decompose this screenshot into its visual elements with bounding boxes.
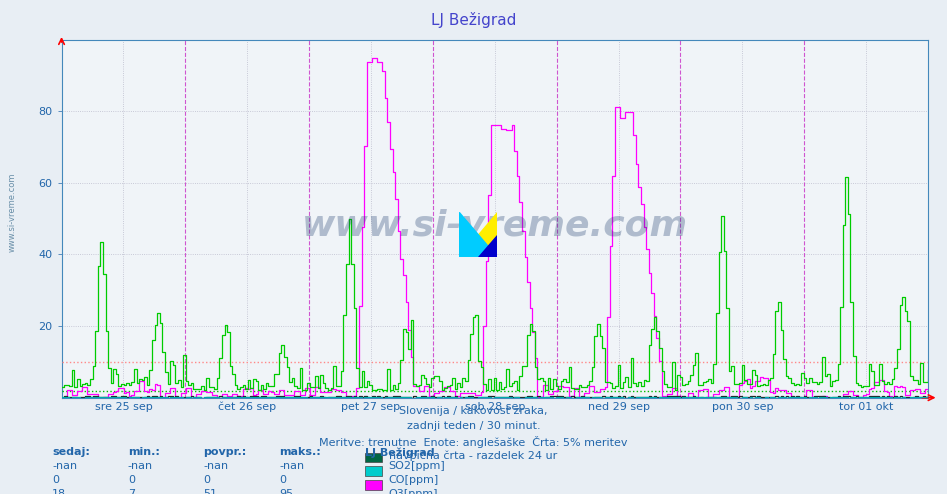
Text: maks.:: maks.: (279, 447, 321, 457)
Text: -nan: -nan (128, 461, 153, 471)
Text: 7: 7 (128, 489, 135, 494)
Polygon shape (459, 212, 497, 257)
Text: 51: 51 (204, 489, 218, 494)
Polygon shape (478, 235, 497, 257)
Text: min.:: min.: (128, 447, 160, 457)
Text: -nan: -nan (204, 461, 229, 471)
Text: 0: 0 (204, 475, 210, 485)
Text: SO2[ppm]: SO2[ppm] (388, 461, 445, 471)
Text: O3[ppm]: O3[ppm] (388, 489, 438, 494)
Text: www.si-vreme.com: www.si-vreme.com (8, 173, 17, 252)
Text: 0: 0 (128, 475, 134, 485)
Text: 95: 95 (279, 489, 294, 494)
Text: -nan: -nan (279, 461, 305, 471)
Text: 18: 18 (52, 489, 66, 494)
Text: -nan: -nan (52, 461, 78, 471)
Text: LJ Bežigrad: LJ Bežigrad (365, 447, 435, 457)
Text: zadnji teden / 30 minut.: zadnji teden / 30 minut. (406, 421, 541, 431)
Text: LJ Bežigrad: LJ Bežigrad (431, 12, 516, 28)
Text: navpična črta - razdelek 24 ur: navpična črta - razdelek 24 ur (389, 451, 558, 461)
Text: 0: 0 (279, 475, 286, 485)
Text: Meritve: trenutne  Enote: anglešaške  Črta: 5% meritev: Meritve: trenutne Enote: anglešaške Črta… (319, 436, 628, 448)
Text: 0: 0 (52, 475, 59, 485)
Text: www.si-vreme.com: www.si-vreme.com (302, 209, 688, 243)
Text: Slovenija / kakovost zraka,: Slovenija / kakovost zraka, (400, 406, 547, 416)
Polygon shape (459, 212, 497, 257)
Text: povpr.:: povpr.: (204, 447, 247, 457)
Text: sedaj:: sedaj: (52, 447, 90, 457)
Text: CO[ppm]: CO[ppm] (388, 475, 438, 485)
